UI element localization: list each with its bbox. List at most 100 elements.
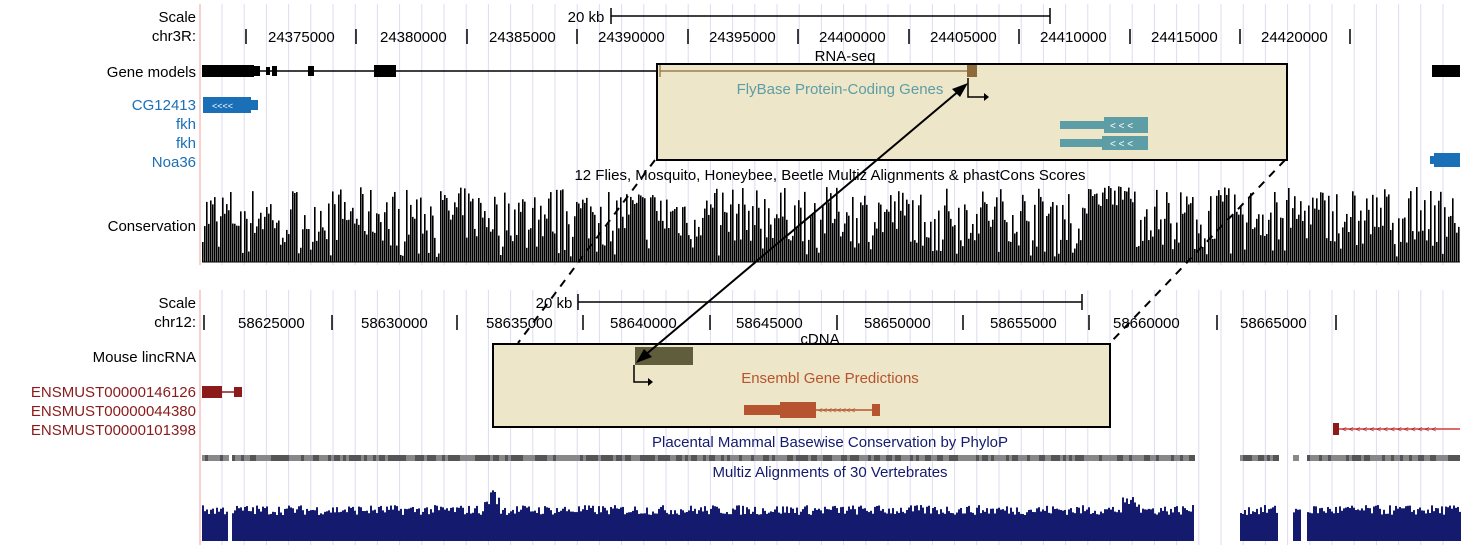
multiz-bar	[758, 514, 760, 541]
phylop-segment	[523, 455, 526, 461]
phylop-segment	[823, 455, 826, 461]
multiz-bar	[456, 507, 458, 541]
multiz-bar	[994, 513, 996, 541]
multiz-bar	[1242, 513, 1244, 541]
ensmust-044380-transcript[interactable]: <<<<<<<<	[744, 402, 880, 418]
multiz-bar	[464, 514, 466, 541]
multiz-bar	[1108, 507, 1110, 541]
phylop-segment	[1120, 455, 1123, 461]
phylop-segment	[304, 455, 307, 461]
conservation-bar	[1166, 192, 1168, 262]
phylop-segment	[1367, 455, 1370, 461]
conservation-bar	[726, 212, 728, 262]
conservation-bar	[1200, 224, 1202, 262]
conservation-bar	[230, 192, 232, 262]
multiz-bar	[628, 512, 630, 541]
phylop-segment	[475, 455, 478, 461]
multiz-bar	[1451, 508, 1453, 541]
multiz-bar	[1158, 512, 1160, 541]
conservation-bar	[560, 190, 562, 262]
conservation-bar	[470, 201, 472, 262]
conservation-bar	[1232, 214, 1234, 262]
phylop-segment	[448, 455, 451, 461]
phylop-segment	[1078, 455, 1081, 461]
transcript-label-146126[interactable]: ENSMUST00000146126	[30, 384, 196, 401]
multiz-bar	[284, 508, 286, 541]
conservation-bar	[462, 215, 464, 262]
conservation-bar	[1022, 194, 1024, 262]
bottom-position-ticks	[203, 315, 1337, 330]
fkh-gene-1[interactable]: < < <	[1060, 117, 1148, 133]
multiz-bar	[1349, 508, 1351, 541]
phylop-segment	[532, 455, 535, 461]
transcript-label-044380[interactable]: ENSMUST00000044380	[30, 403, 196, 420]
conservation-bar	[840, 236, 842, 262]
gene-label-fkh-2[interactable]: fkh	[175, 135, 196, 152]
transcript-label-101398[interactable]: ENSMUST00000101398	[30, 422, 196, 439]
multiz-bar	[1170, 508, 1172, 541]
ensmust-146126-transcript[interactable]	[202, 386, 242, 398]
conservation-bar	[922, 245, 924, 262]
phylop-segment	[598, 455, 601, 461]
phylop-segment	[679, 455, 682, 461]
multiz-bar	[1447, 507, 1449, 541]
phylop-segment	[931, 455, 934, 461]
conservation-bar	[1222, 201, 1224, 262]
conservation-bar	[738, 203, 740, 262]
phylop-segment	[283, 455, 286, 461]
phylop-segment	[1186, 455, 1189, 461]
phylop-label: Placental Mammal Basewise Conservation b…	[652, 434, 1008, 451]
multiz-bar	[360, 507, 362, 541]
conservation-bar	[1136, 246, 1138, 262]
conservation-bar	[620, 197, 622, 262]
multiz-bar	[396, 506, 398, 541]
fkh-gene-2[interactable]: < < <	[1060, 136, 1148, 150]
phylop-segment	[1165, 455, 1168, 461]
top-position-2: 24380000	[380, 29, 447, 46]
bottom-position-4: 58640000	[610, 315, 677, 332]
multiz-bar	[608, 514, 610, 541]
phylop-segment	[1003, 455, 1006, 461]
multiz-bar	[926, 506, 928, 541]
conservation-bar	[238, 225, 240, 262]
multiz-bar	[596, 514, 598, 541]
conservation-bar	[1024, 201, 1026, 262]
conservation-bar	[630, 196, 632, 262]
multiz-bar	[460, 505, 462, 541]
gene-label-fkh-1[interactable]: fkh	[175, 116, 196, 133]
phylop-segment	[1246, 455, 1249, 461]
multiz-bar	[1439, 513, 1441, 541]
conservation-bar	[1218, 190, 1220, 262]
phylop-segment	[655, 455, 658, 461]
multiz-bar	[342, 510, 344, 541]
phylop-segment	[973, 455, 976, 461]
phylop-segment	[544, 455, 547, 461]
multiz-bar	[1084, 511, 1086, 541]
multiz-bar	[812, 510, 814, 541]
multiz-bar	[796, 507, 798, 541]
phylop-segment	[727, 455, 730, 461]
multiz-bar	[1419, 507, 1421, 541]
ensmust-101398-transcript[interactable]: < < < < < < < < < < < < < <	[1333, 423, 1460, 435]
multiz-bar	[1240, 512, 1242, 541]
phylop-segment	[991, 455, 994, 461]
conservation-bar	[544, 214, 546, 262]
conservation-bar	[812, 213, 814, 262]
gene-label-noa36[interactable]: Noa36	[151, 154, 196, 171]
conservation-bar	[318, 231, 320, 262]
conservation-bar	[392, 196, 394, 262]
multiz-bar	[1425, 513, 1427, 541]
conservation-bar	[384, 212, 386, 262]
noa36-gene[interactable]	[1430, 153, 1460, 167]
multiz-bar	[802, 509, 804, 541]
cg12413-gene[interactable]: <<<<	[203, 97, 258, 113]
gene-label-cg12413[interactable]: CG12413	[131, 97, 196, 114]
multiz-bar	[1132, 497, 1134, 541]
phylop-segment	[460, 455, 463, 461]
ensembl-inset-title: Ensembl Gene Predictions	[741, 370, 919, 387]
conservation-bar	[932, 251, 934, 262]
multiz-bar	[298, 506, 300, 541]
phylop-segment	[592, 455, 595, 461]
phylop-segment	[844, 455, 847, 461]
multiz-bar	[1423, 510, 1425, 541]
